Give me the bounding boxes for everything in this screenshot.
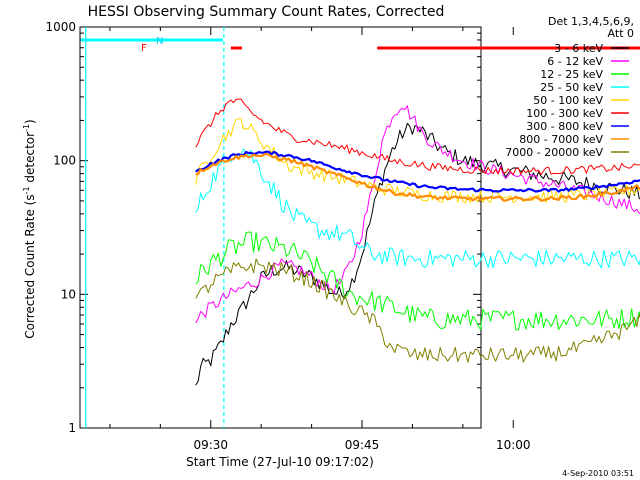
y-axis-ticks: 1 10 100 1000 <box>45 20 481 435</box>
y-axis-label-sup1: -1 <box>22 186 31 194</box>
legend-label: 6 - 12 keV <box>547 55 603 68</box>
y-axis-label-mid: detector <box>23 132 37 187</box>
legend-label: 50 - 100 keV <box>533 94 603 107</box>
footer-date: 4-Sep-2010 03:51 <box>562 469 634 478</box>
series-line <box>195 118 640 204</box>
boundary-lines <box>85 27 225 428</box>
y-tick-label: 1 <box>68 421 76 435</box>
legend-label: 25 - 50 keV <box>540 81 603 94</box>
legend-header-1: Det 1,3,4,5,6,9, <box>548 15 634 28</box>
legend-label: 300 - 800 keV <box>526 120 603 133</box>
series-line <box>195 258 640 363</box>
series-line <box>195 148 640 269</box>
legend-header-2: Att 0 <box>608 27 634 40</box>
chart-title: HESSI Observing Summary Count Rates, Cor… <box>88 4 445 20</box>
legend-label: 3 - 6 keV <box>554 42 603 55</box>
legend-label: 100 - 300 keV <box>526 107 603 120</box>
x-axis-label: Start Time (27-Jul-10 09:17:02) <box>186 455 374 469</box>
legend-label: 12 - 25 keV <box>540 68 603 81</box>
series-line <box>195 122 640 386</box>
x-tick-label: 10:00 <box>496 438 531 452</box>
y-tick-label: 10 <box>61 287 76 301</box>
series-line <box>195 152 640 202</box>
x-tick-label: 09:30 <box>193 438 228 452</box>
legend-label: 800 - 7000 keV <box>519 133 603 146</box>
y-axis-label-end: ) <box>23 119 37 124</box>
y-axis-label-sup2: -1 <box>22 124 31 132</box>
flag-n-label: N <box>156 36 163 47</box>
series-line <box>195 98 640 176</box>
y-axis-label-main: Corrected Count Rate (s <box>23 194 37 338</box>
series-line <box>195 231 640 331</box>
series-group <box>195 98 640 386</box>
y-tick-label: 100 <box>53 154 76 168</box>
series-line <box>195 150 640 193</box>
y-axis-label: Corrected Count Rate (s-1 detector-1) <box>22 119 37 338</box>
flag-f-label: F <box>141 43 147 54</box>
x-tick-label: 09:45 <box>345 438 380 452</box>
y-tick-label: 1000 <box>45 20 76 34</box>
plot-frame <box>79 26 482 429</box>
legend-label: 7000 - 20000 keV <box>505 146 603 159</box>
